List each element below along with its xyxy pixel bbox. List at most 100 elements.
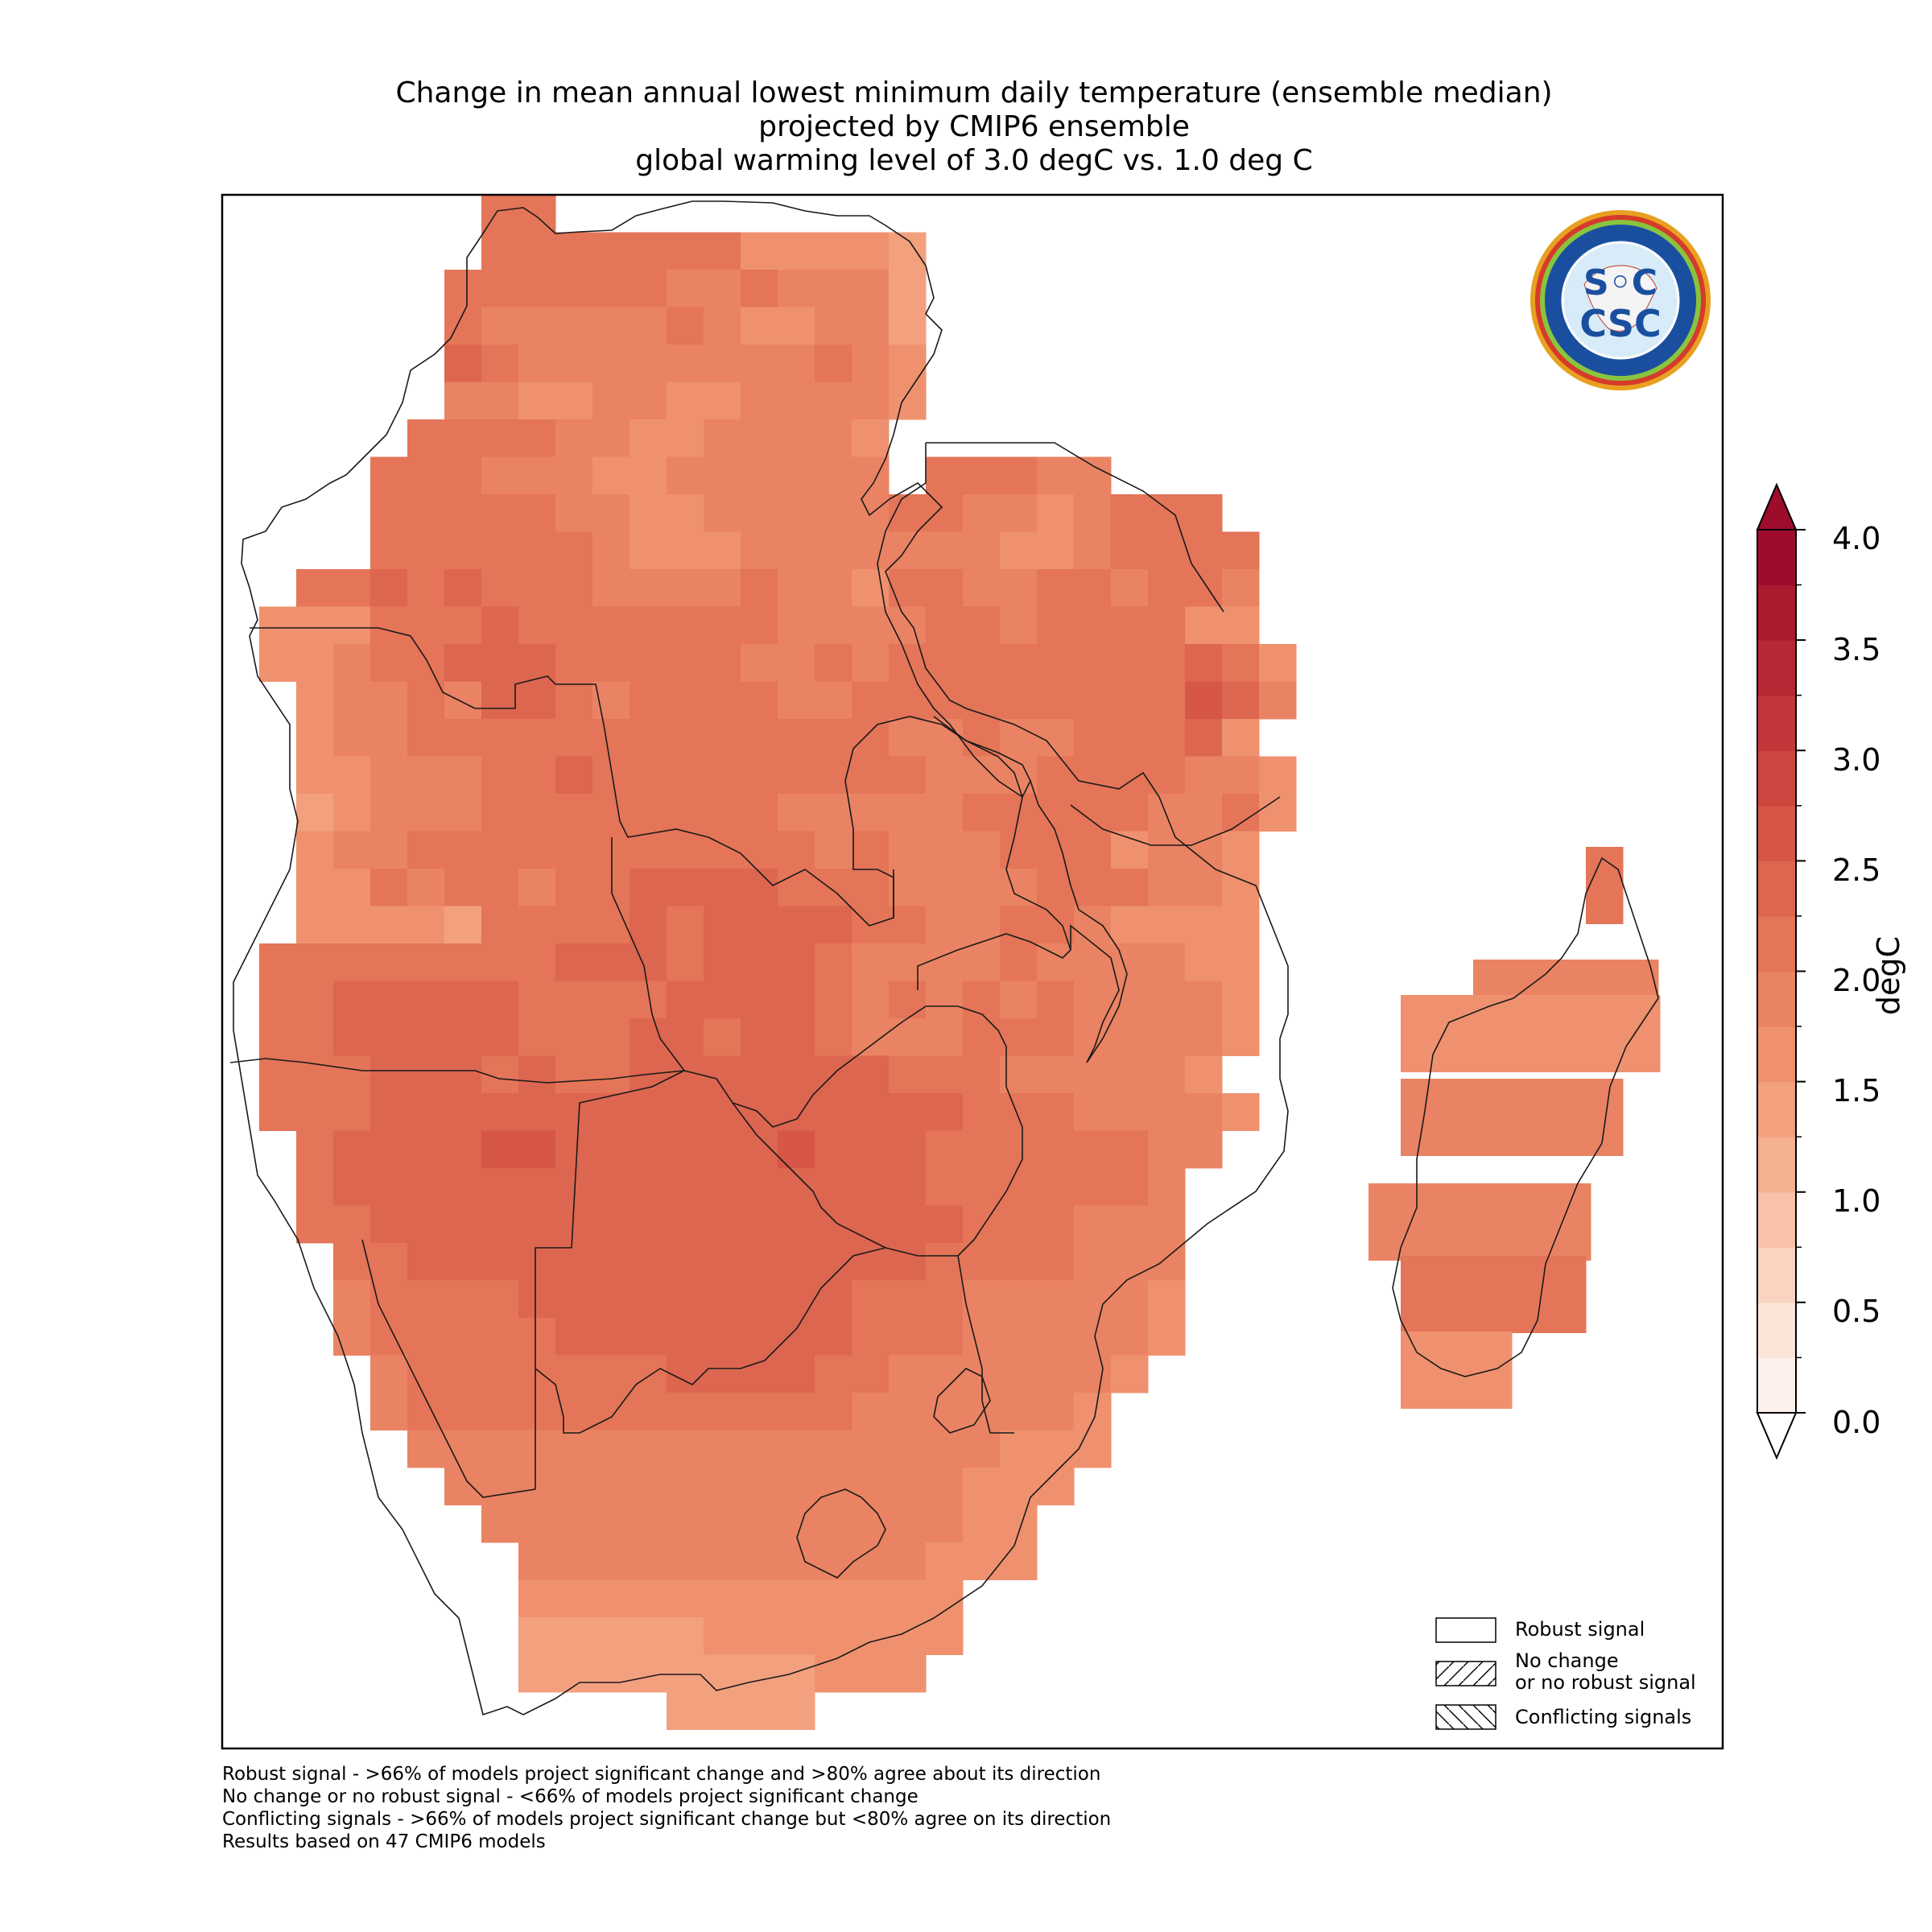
- grid-cell: [852, 1617, 890, 1655]
- grid-cell: [889, 1468, 927, 1505]
- grid-cell: [518, 1654, 556, 1693]
- grid-cell: [778, 1093, 815, 1131]
- grid-cell: [778, 1055, 815, 1094]
- grid-cell: [518, 345, 556, 382]
- grid-cell: [1074, 831, 1112, 869]
- grid-cell: [1111, 1243, 1149, 1281]
- grid-cell: [370, 1355, 408, 1393]
- grid-cell: [667, 1505, 704, 1543]
- grid-cell: [1111, 606, 1149, 645]
- grid-cell: [518, 1018, 556, 1056]
- grid-cell: [926, 1579, 964, 1618]
- grid-cell: [1074, 1130, 1112, 1169]
- grid-cell: [481, 1130, 519, 1169]
- grid-cell: [741, 1055, 778, 1094]
- grid-cell: [555, 980, 593, 1019]
- grid-cell: [704, 943, 741, 981]
- grid-cell: [1037, 1318, 1075, 1356]
- border-namibia-southafrica: [361, 1239, 536, 1498]
- grid-cell: [926, 1318, 964, 1356]
- grid-cell: [259, 1093, 297, 1131]
- grid-cell: [741, 1542, 778, 1580]
- grid-cell: [296, 569, 334, 607]
- grid-cell: [926, 831, 964, 869]
- grid-cell: [1148, 1055, 1186, 1094]
- grid-cell: [704, 1280, 741, 1319]
- grid-cell: [444, 1280, 482, 1319]
- grid-cell: [778, 494, 815, 532]
- grid-cell: [555, 606, 593, 645]
- grid-cell: [333, 756, 371, 795]
- grid-cell: [852, 943, 890, 981]
- grid-cell: [1037, 906, 1075, 944]
- grid-cell: [592, 569, 630, 607]
- grid-cell: [1037, 531, 1075, 570]
- grid-cell: [815, 1018, 852, 1056]
- grid-cell: [1148, 943, 1186, 981]
- grid-cell: [1000, 943, 1038, 981]
- grid-cell: [667, 456, 704, 495]
- grid-cell: [667, 1093, 704, 1131]
- grid-cell: [1037, 831, 1075, 869]
- grid-cell: [667, 1468, 704, 1505]
- grid-cell: [852, 794, 890, 832]
- grid-cell: [630, 1542, 667, 1580]
- grid-cell: [370, 1018, 408, 1056]
- grid-cell: [667, 270, 704, 308]
- grid-cell: [1037, 1130, 1075, 1169]
- grid-cell: [741, 270, 778, 308]
- grid-cell: [704, 869, 741, 906]
- grid-cell: [815, 531, 852, 570]
- grid-cell: [1111, 1018, 1149, 1056]
- grid-cell: [778, 1018, 815, 1056]
- grid-cell: [815, 906, 852, 944]
- grid-cell: [704, 1018, 741, 1056]
- grid-cell: [704, 1205, 741, 1244]
- grid-cell: [481, 1205, 519, 1244]
- grid-cell: [592, 1168, 630, 1206]
- grid-cell: [1148, 494, 1186, 532]
- grid-cell: [370, 906, 408, 944]
- grid-cell: [815, 943, 852, 981]
- grid-cell: [963, 794, 1001, 832]
- grid-cell: [741, 1205, 778, 1244]
- grid-cell: [407, 869, 445, 906]
- grid-cell: [852, 1355, 890, 1393]
- border-angola-drc: [250, 627, 894, 927]
- grid-cell: [592, 1130, 630, 1169]
- grid-cell: [815, 1205, 852, 1244]
- grid-cell: [889, 1093, 927, 1131]
- grid-cell: [555, 719, 593, 757]
- grid-cell: [630, 906, 667, 944]
- grid-cell: [518, 756, 556, 795]
- grid-cell: [667, 1393, 704, 1430]
- grid-cell: [296, 831, 334, 869]
- grid-cell: [741, 1393, 778, 1430]
- grid-cell: [555, 644, 593, 682]
- grid-cell: [852, 1055, 890, 1094]
- grid-cell: [778, 644, 815, 682]
- border-zimbabwe-mozambique: [957, 1046, 1023, 1257]
- grid-cell: [1111, 681, 1149, 720]
- grid-cell: [1111, 869, 1149, 906]
- cbar-tick-4: 2.0: [1832, 963, 1881, 998]
- grid-cell: [704, 569, 741, 607]
- grid-cell: [963, 1243, 1001, 1281]
- grid-cell: [1185, 531, 1223, 570]
- grid-cell: [667, 1318, 704, 1356]
- grid-cell: [778, 869, 815, 906]
- title-line-3: global warming level of 3.0 degC vs. 1.0…: [635, 144, 1313, 177]
- grid-cell: [667, 869, 704, 906]
- grid-cell: [444, 756, 482, 795]
- lesotho-outline: [796, 1488, 886, 1579]
- cbar-tick-5: 2.5: [1832, 852, 1881, 888]
- grid-cell: [852, 1168, 890, 1206]
- grid-cell: [963, 1468, 1001, 1505]
- grid-cell: [1148, 1243, 1186, 1281]
- grid-cell: [667, 980, 704, 1019]
- grid-cell: [407, 1205, 445, 1244]
- grid-cell: [481, 606, 519, 645]
- grid-cell: [630, 1280, 667, 1319]
- legend-swatch-no-change: [1435, 1661, 1496, 1686]
- grid-cell: [1148, 1318, 1186, 1356]
